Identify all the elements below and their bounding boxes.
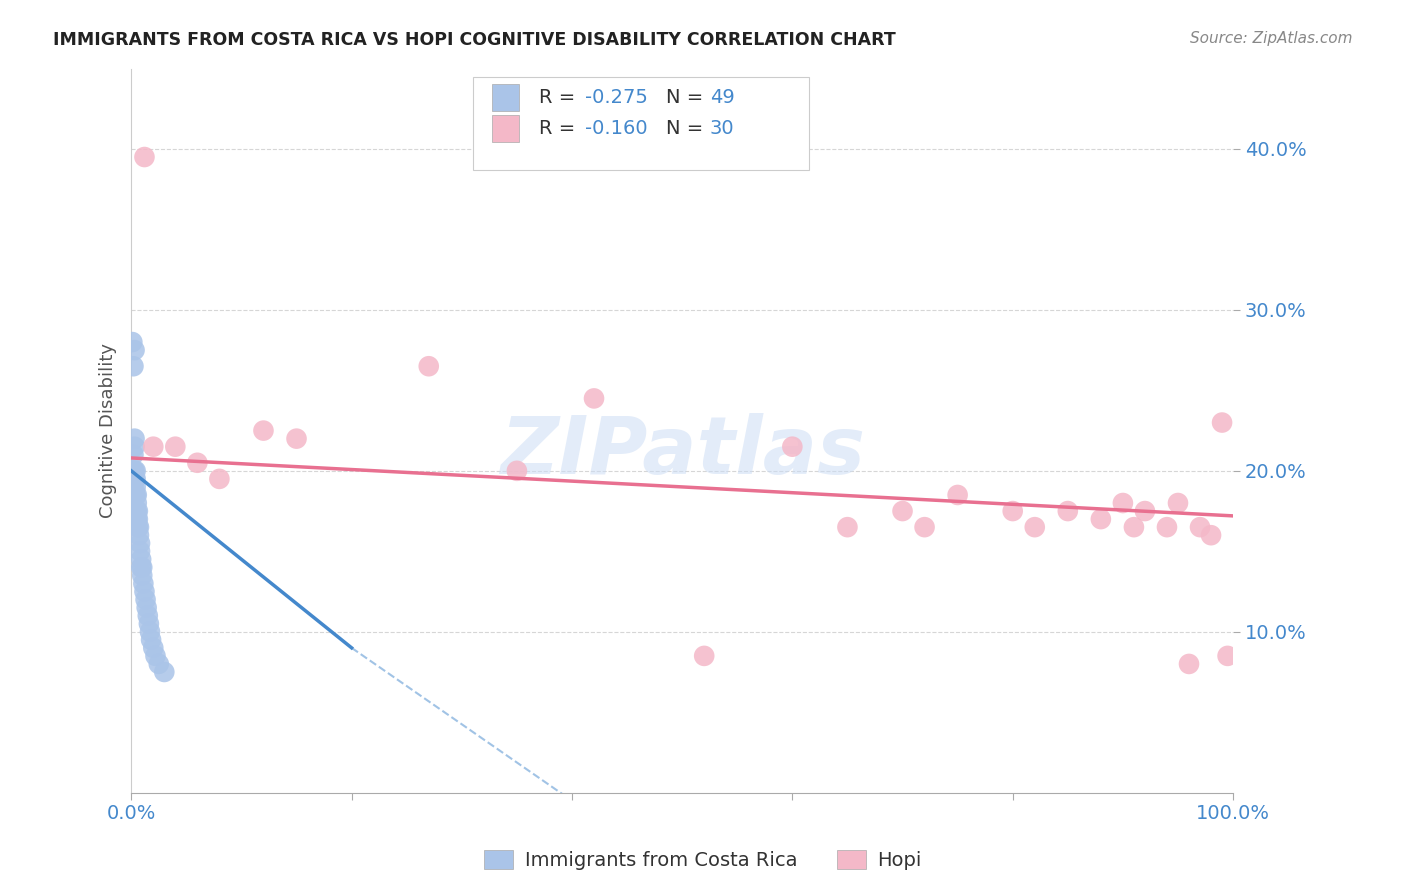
Point [142,440,165,454]
Point [124,504,146,518]
Point [139,632,162,647]
Point [122,472,145,486]
Point [124,464,146,478]
Point [914,520,936,534]
Point [124,343,146,358]
Point [129,552,152,566]
Point [186,456,208,470]
Point [1122,520,1144,534]
Point [1112,496,1135,510]
Point [121,472,143,486]
Point [124,488,146,502]
Point [837,520,859,534]
Point [124,488,146,502]
Point [122,448,145,462]
Point [693,648,716,663]
Text: -0.160: -0.160 [585,120,648,138]
Point [134,584,156,599]
Point [135,600,157,615]
Text: N =: N = [665,120,709,138]
Point [131,560,153,574]
Text: N =: N = [665,88,709,107]
Point [121,335,143,350]
Point [129,536,152,550]
Point [121,488,143,502]
Point [1056,504,1078,518]
Point [506,464,529,478]
Y-axis label: Cognitive Disability: Cognitive Disability [100,343,117,518]
Point [153,665,176,679]
Point [1178,657,1201,671]
Point [165,440,187,454]
Point [1156,520,1178,534]
Point [1216,648,1239,663]
Text: 30: 30 [710,120,734,138]
Point [1199,528,1222,542]
Point [139,624,162,639]
Point [138,616,160,631]
Text: -0.275: -0.275 [585,88,648,107]
FancyBboxPatch shape [472,78,808,169]
Point [125,504,148,518]
Point [125,488,148,502]
Point [782,440,804,454]
Point [122,480,145,494]
Point [148,657,170,671]
Point [135,592,157,607]
Point [134,150,156,164]
Point [1024,520,1046,534]
Point [582,392,605,406]
Point [1211,416,1233,430]
Text: ZIPatlas: ZIPatlas [499,413,865,491]
Point [128,520,150,534]
Point [124,464,146,478]
Point [1001,504,1024,518]
Point [124,440,146,454]
Point [122,488,145,502]
Point [121,504,143,518]
Text: Source: ZipAtlas.com: Source: ZipAtlas.com [1189,31,1353,46]
Point [142,640,165,655]
Point [145,648,167,663]
Point [129,560,152,574]
Point [1133,504,1156,518]
Point [124,480,146,494]
Bar [492,84,519,112]
Point [136,608,159,623]
Point [1090,512,1112,526]
Point [121,480,143,494]
Point [127,512,149,526]
Point [124,504,146,518]
Point [129,544,152,558]
Point [121,464,143,478]
Point [1167,496,1189,510]
Point [252,424,274,438]
Point [891,504,914,518]
Text: 49: 49 [710,88,734,107]
Bar [492,115,519,143]
Point [946,488,969,502]
Point [127,520,149,534]
Text: IMMIGRANTS FROM COSTA RICA VS HOPI COGNITIVE DISABILITY CORRELATION CHART: IMMIGRANTS FROM COSTA RICA VS HOPI COGNI… [53,31,896,49]
Point [125,512,148,526]
Point [122,464,145,478]
Point [122,359,145,374]
Point [124,472,146,486]
Point [125,496,148,510]
Point [132,576,155,591]
Point [124,432,146,446]
Point [131,568,153,582]
Point [128,528,150,542]
Text: R =: R = [538,120,582,138]
Legend: Immigrants from Costa Rica, Hopi: Immigrants from Costa Rica, Hopi [477,842,929,878]
Point [127,504,149,518]
Point [285,432,308,446]
Point [1189,520,1212,534]
Point [122,504,145,518]
Point [208,472,231,486]
Point [124,472,146,486]
Text: R =: R = [538,88,582,107]
Point [418,359,440,374]
